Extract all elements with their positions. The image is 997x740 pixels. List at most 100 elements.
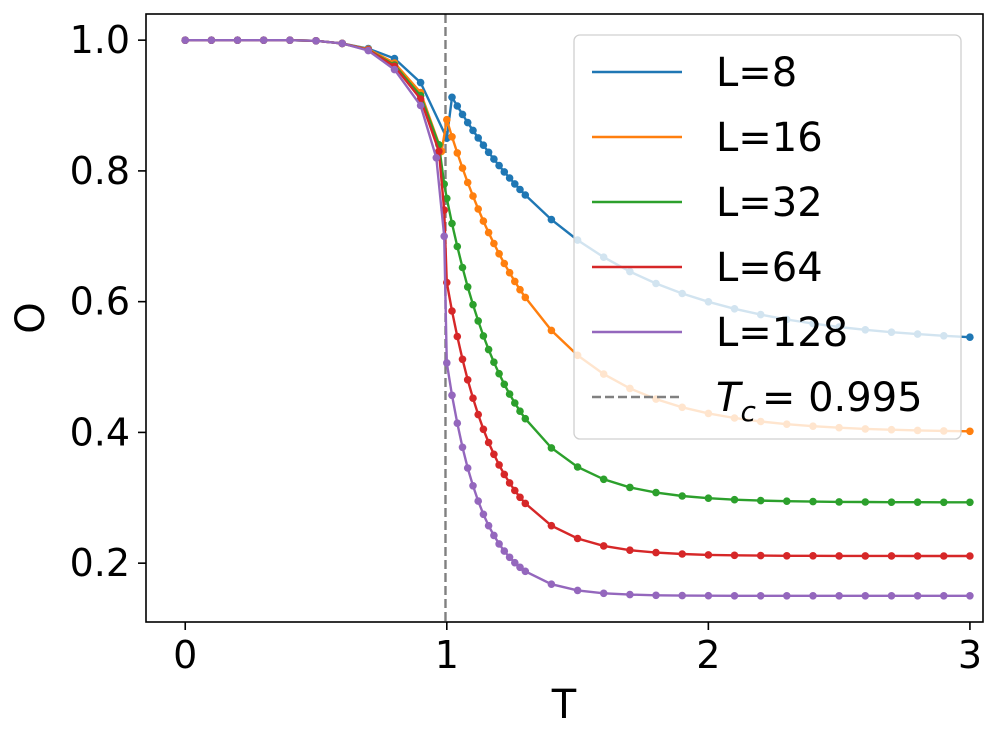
data-point [521,414,530,423]
data-point [521,499,530,508]
data-point [783,552,791,560]
data-point [469,126,477,135]
x-axis-label: T [551,682,577,728]
data-point [547,215,556,224]
data-point [547,580,556,588]
data-point [207,36,216,44]
data-point [652,548,660,557]
data-point [966,333,974,342]
legend-entry-label: L=16 [716,115,823,161]
legend: L=8 L=16 L=32 L=64 L=128 Tc = 0.995 [573,34,962,440]
data-point [887,592,896,600]
data-point [469,192,477,200]
data-point [479,425,488,434]
data-point [913,592,922,600]
data-point [521,191,530,199]
data-point [469,482,477,490]
data-point [181,36,189,44]
data-point [479,510,488,519]
data-point [453,102,462,110]
data-point [453,332,462,341]
data-point [652,591,660,600]
data-point [474,205,483,213]
x-tick-label: 0 [173,633,197,677]
data-point [495,369,503,378]
data-point [966,498,974,507]
data-point [783,592,791,600]
data-point [756,496,765,505]
data-point [511,558,519,567]
data-point [835,498,843,506]
data-point [490,358,498,367]
axes-frame [145,13,984,623]
data-point [511,277,519,286]
data-point [730,551,739,560]
data-point [458,443,467,452]
data-point [652,488,660,497]
data-point [479,141,488,149]
data-point [730,495,739,504]
data-point [599,475,608,484]
data-point [835,592,843,600]
data-point [516,185,524,194]
data-point [490,450,498,459]
legend-entry-label: L=32 [716,180,823,226]
data-point [505,268,514,277]
data-point [453,242,462,251]
data-point [479,332,488,340]
legend-entry-label: L=128 [716,310,848,356]
data-point [505,390,514,398]
data-point [573,534,582,543]
data-point [286,36,294,44]
data-point [704,494,713,503]
data-point [490,531,498,540]
data-point [432,154,441,162]
data-point [626,590,634,599]
data-point [469,300,477,309]
data-point [940,592,948,600]
data-point [463,118,472,127]
data-point [547,521,556,530]
y-tick-label: 0.8 [70,149,130,193]
data-point [678,591,686,600]
data-point [364,46,373,55]
x-tick-label: 1 [435,633,459,677]
data-point [511,486,519,495]
axis-ticks: 0 1 2 3 0.2 0.4 0.6 0.8 1.0 [70,18,982,677]
data-point [505,174,514,182]
data-point [809,497,817,506]
data-point [516,493,524,502]
data-point [495,250,503,258]
y-tick-label: 0.2 [70,541,130,585]
y-axis-label: O [8,302,54,333]
data-point [966,552,974,560]
data-point [756,551,765,560]
data-point [448,93,456,102]
data-point [453,149,462,157]
data-point [474,497,483,505]
data-point [626,483,634,492]
data-point [966,592,974,600]
data-point [443,359,451,367]
data-point [435,147,443,156]
data-point [678,492,686,500]
data-point [448,391,456,400]
y-tick-label: 0.4 [70,410,130,454]
data-point [940,498,948,507]
data-point [463,376,472,384]
data-point [463,283,472,291]
data-point [505,479,514,487]
data-point [495,540,503,548]
data-point [416,78,425,87]
data-point [521,567,530,576]
x-tick-label: 2 [696,633,720,677]
data-point [913,498,922,507]
data-point [861,592,870,600]
data-point [458,164,467,172]
data-point [440,232,449,241]
data-point [463,178,472,187]
data-point [940,552,948,560]
data-point [484,148,493,157]
data-point [505,553,514,562]
